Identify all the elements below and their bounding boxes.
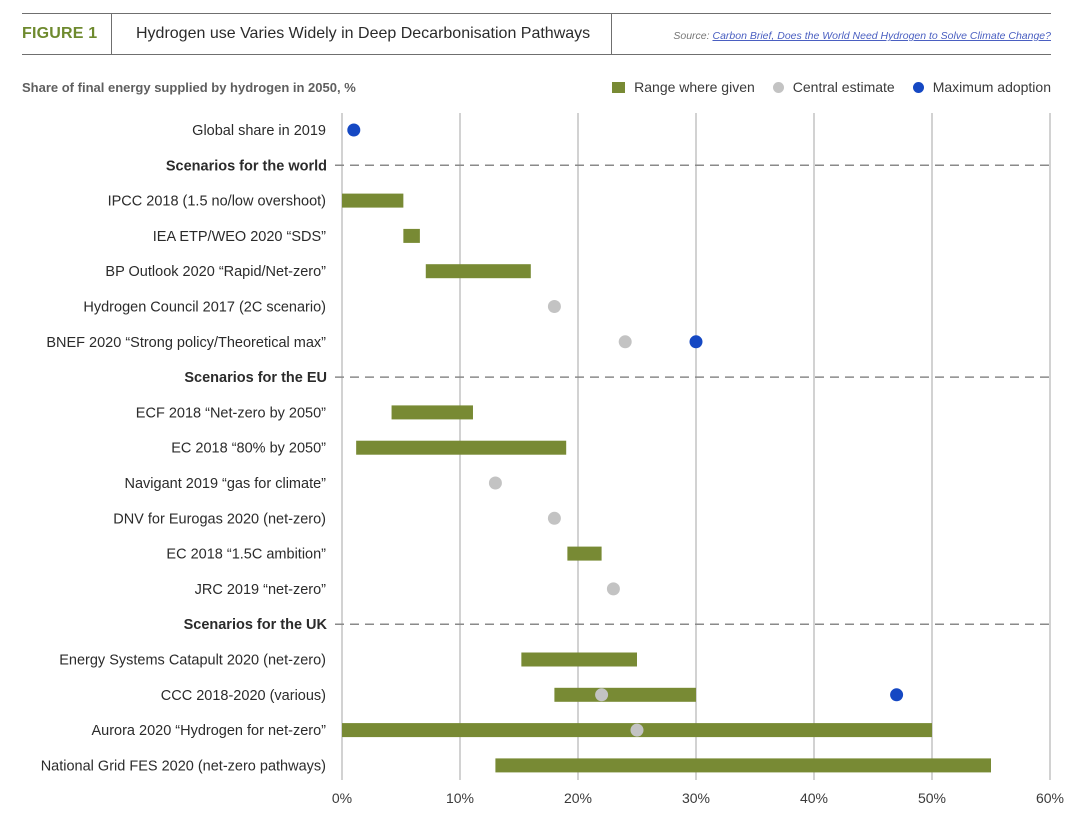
- maximum-adoption-dot: [689, 335, 703, 349]
- legend-item-range: Range where given: [612, 79, 755, 95]
- row-label: Hydrogen Council 2017 (2C scenario): [83, 300, 326, 316]
- x-tick-label: 20%: [564, 790, 592, 806]
- x-tick-label: 60%: [1036, 790, 1064, 806]
- row-label: EC 2018 “80% by 2050”: [171, 441, 326, 457]
- section-label: Scenarios for the EU: [184, 370, 327, 386]
- central-estimate-dot: [547, 300, 561, 313]
- range-bar: [391, 405, 473, 420]
- figure-label: FIGURE 1: [22, 25, 98, 42]
- legend-label-central: Central estimate: [792, 79, 895, 95]
- range-bar: [554, 687, 696, 702]
- x-tick-label: 0%: [332, 790, 352, 806]
- central-estimate-dot: [618, 335, 632, 349]
- x-tick-label: 40%: [800, 790, 828, 806]
- legend-label-maximum: Maximum adoption: [932, 79, 1051, 95]
- central-estimate-dot: [606, 582, 620, 596]
- row-label: CCC 2018-2020 (various): [161, 688, 326, 704]
- range-bar: [403, 228, 420, 243]
- central-estimate-dot: [630, 723, 644, 737]
- range-bar: [567, 546, 602, 561]
- header-divider: [611, 14, 612, 54]
- legend-item-maximum: Maximum adoption: [912, 79, 1051, 95]
- row-label: BNEF 2020 “Strong policy/Theoretical max…: [46, 335, 326, 351]
- row-label: IEA ETP/WEO 2020 “SDS”: [153, 229, 326, 245]
- row-label: Energy Systems Catapult 2020 (net-zero): [59, 653, 326, 669]
- central-estimate-dot: [488, 476, 502, 490]
- row-label: BP Outlook 2020 “Rapid/Net-zero”: [105, 264, 326, 280]
- section-label: Scenarios for the UK: [184, 617, 328, 633]
- figure-header: FIGURE 1 Hydrogen use Varies Widely in D…: [22, 13, 1051, 55]
- range-bar: [495, 758, 991, 773]
- header-divider: [111, 14, 112, 54]
- row-label: IPCC 2018 (1.5 no/low overshoot): [108, 194, 326, 210]
- x-tick-label: 30%: [682, 790, 710, 806]
- row-label: DNV for Eurogas 2020 (net-zero): [113, 511, 326, 527]
- range-bar: [425, 264, 531, 279]
- figure-title: Hydrogen use Varies Widely in Deep Decar…: [136, 25, 591, 42]
- chart-subtitle: Share of final energy supplied by hydrog…: [22, 80, 356, 95]
- row-label: Navigant 2019 “gas for climate”: [125, 476, 327, 492]
- legend-swatch-range: [612, 81, 626, 93]
- row-label: ECF 2018 “Net-zero by 2050”: [136, 405, 326, 421]
- row-label: EC 2018 “1.5C ambition”: [166, 547, 326, 563]
- maximum-adoption-dot: [890, 688, 904, 702]
- x-tick-label: 50%: [918, 790, 946, 806]
- central-estimate-dot: [595, 688, 609, 702]
- range-bar: [342, 193, 404, 208]
- row-label: Aurora 2020 “Hydrogen for net-zero”: [91, 723, 326, 739]
- range-bar: [521, 652, 637, 667]
- x-tick-label: 10%: [446, 790, 474, 806]
- source-prefix: Source:: [673, 30, 710, 42]
- legend-item-central: Central estimate: [772, 79, 895, 95]
- maximum-adoption-dot: [347, 123, 361, 137]
- legend-label-range: Range where given: [634, 79, 755, 95]
- section-label: Scenarios for the world: [166, 158, 327, 174]
- range-bar: [356, 440, 567, 455]
- row-label: JRC 2019 “net-zero”: [195, 582, 327, 598]
- legend-swatch-central: [772, 81, 784, 93]
- legend-swatch-maximum: [912, 81, 924, 93]
- source-link[interactable]: Carbon Brief, Does the World Need Hydrog…: [712, 30, 1051, 42]
- chart-legend: Range where given Central estimate Maxim…: [594, 79, 1051, 95]
- source-note: Source: Carbon Brief, Does the World Nee…: [673, 14, 1051, 54]
- central-estimate-dot: [547, 511, 561, 525]
- row-label: National Grid FES 2020 (net-zero pathway…: [41, 758, 326, 774]
- row-label: Global share in 2019: [192, 123, 326, 139]
